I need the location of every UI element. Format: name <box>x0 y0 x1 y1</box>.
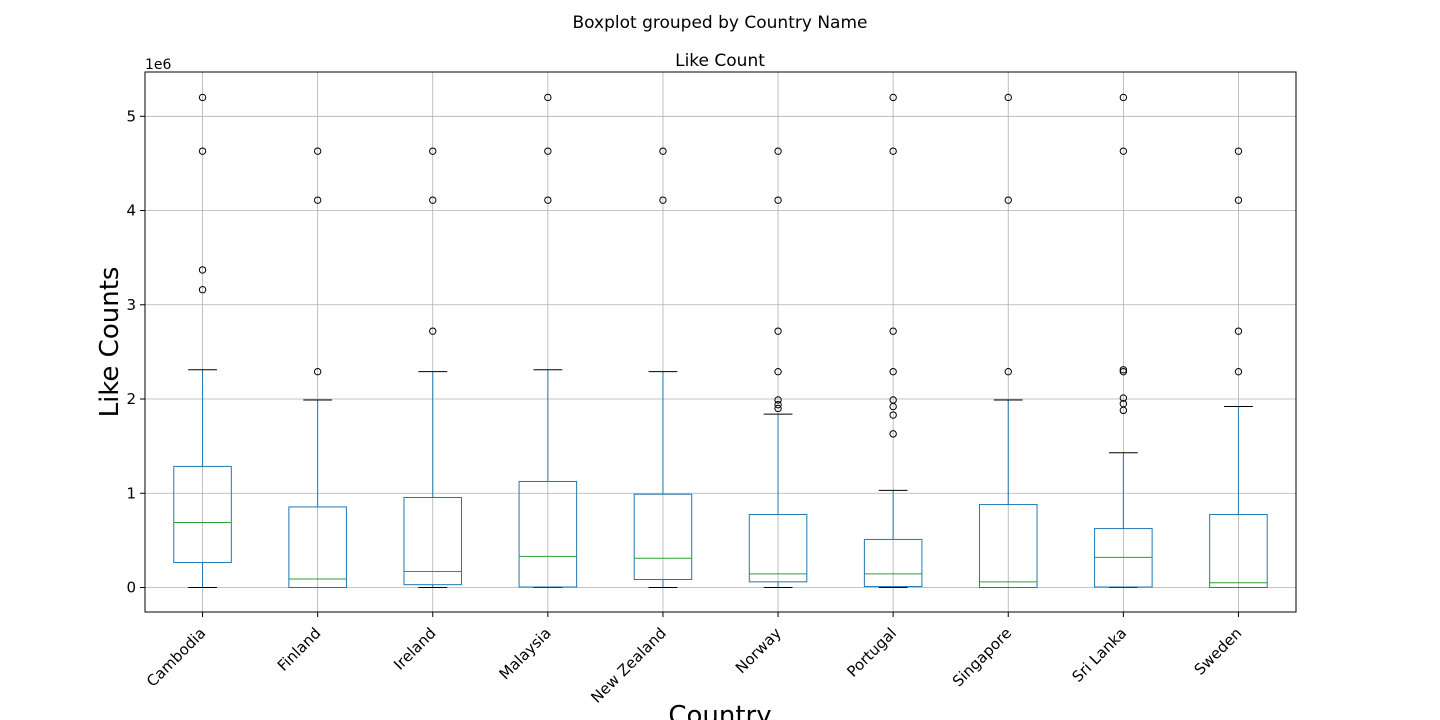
x-tick-label: Sri Lanka <box>1068 624 1130 686</box>
box-iqr <box>978 504 1038 588</box>
plot-frame <box>144 71 1297 613</box>
x-tick-label: Portugal <box>843 624 900 681</box>
outlier-point <box>544 147 552 155</box>
outlier-point <box>889 147 897 155</box>
box-iqr <box>1209 513 1268 588</box>
x-tick-label: Singapore <box>949 624 1015 690</box>
box-iqr <box>403 496 463 586</box>
box-iqr <box>173 465 232 564</box>
outlier-point <box>659 147 667 155</box>
y-tick-label: 3 <box>126 296 136 314</box>
boxes <box>173 93 1268 588</box>
outlier-point <box>1119 400 1128 408</box>
outlier-point <box>1004 196 1012 204</box>
outlier-point <box>544 93 552 102</box>
outlier-point <box>774 396 782 404</box>
outlier-point <box>774 400 782 409</box>
chart-subtitle: Like Count <box>675 51 765 71</box>
y-tick-label: 5 <box>126 107 136 125</box>
x-tick-label: Malaysia <box>496 624 555 683</box>
y-axis-label: Like Counts <box>95 267 125 418</box>
outlier-point <box>889 367 897 376</box>
outlier-point <box>774 327 782 335</box>
outlier-point <box>198 93 207 102</box>
box-malaysia <box>518 93 578 588</box>
outlier-point <box>544 196 552 204</box>
x-tick-label: New Zealand <box>587 624 669 706</box>
outlier-point <box>429 196 437 204</box>
y-offset-label: 1e6 <box>145 57 172 73</box>
box-new-zealand <box>633 147 693 588</box>
box-iqr <box>288 506 347 588</box>
box-sri-lanka <box>1094 93 1153 588</box>
y-tick-label: 0 <box>126 578 136 596</box>
outlier-point <box>889 327 897 335</box>
outlier-point <box>1119 147 1128 155</box>
outlier-point <box>313 147 322 155</box>
x-tick-label: Norway <box>732 624 785 677</box>
outlier-point <box>1119 366 1128 374</box>
outlier-point <box>774 196 782 204</box>
outlier-point <box>429 327 437 335</box>
box-iqr <box>748 513 808 583</box>
outlier-point <box>1004 367 1012 376</box>
box-iqr <box>518 480 578 588</box>
outlier-point <box>1004 93 1012 102</box>
x-tick-label: Cambodia <box>143 624 209 690</box>
outlier-point <box>1234 147 1243 155</box>
y-tick-label: 1 <box>126 484 136 502</box>
x-axis-ticks: Cambodia Finland Ireland Malaysia New Zealan… <box>143 612 1245 707</box>
outlier-point <box>889 93 897 102</box>
outlier-point <box>1234 367 1243 376</box>
chart-title: Boxplot grouped by Country Name <box>573 13 868 33</box>
outlier-point <box>198 285 207 294</box>
x-tick-label: Ireland <box>390 624 439 673</box>
box-cambodia <box>173 93 232 588</box>
box-sweden <box>1209 147 1268 588</box>
outlier-point <box>774 367 782 376</box>
outlier-point <box>889 430 897 438</box>
outlier-point <box>313 367 322 376</box>
outlier-point <box>659 196 667 204</box>
y-tick-label: 4 <box>126 202 136 220</box>
outlier-point <box>313 196 322 204</box>
grid <box>145 72 1296 612</box>
outlier-point <box>889 411 897 419</box>
y-axis-ticks: 0 1 2 3 4 5 <box>126 107 145 596</box>
box-singapore <box>978 93 1038 588</box>
y-tick-label: 2 <box>126 390 136 408</box>
outlier-point <box>1119 394 1128 402</box>
outlier-point <box>774 404 782 413</box>
outlier-point <box>774 147 782 155</box>
outlier-point <box>429 147 437 155</box>
outlier-point <box>198 147 207 155</box>
outlier-point <box>1234 196 1243 204</box>
x-tick-label: Finland <box>274 624 325 675</box>
box-portugal <box>863 93 923 588</box>
box-iqr <box>863 538 923 588</box>
x-axis-label: Country <box>668 701 771 720</box>
outlier-point <box>1234 327 1243 335</box>
box-ireland <box>403 147 463 588</box>
outlier-point <box>889 396 897 404</box>
box-norway <box>748 147 808 588</box>
outlier-point <box>1119 367 1128 376</box>
outlier-point <box>1119 93 1128 102</box>
x-tick-label: Sweden <box>1191 624 1246 679</box>
box-finland <box>288 147 347 588</box>
box-iqr <box>633 493 693 580</box>
outlier-point <box>198 266 207 274</box>
